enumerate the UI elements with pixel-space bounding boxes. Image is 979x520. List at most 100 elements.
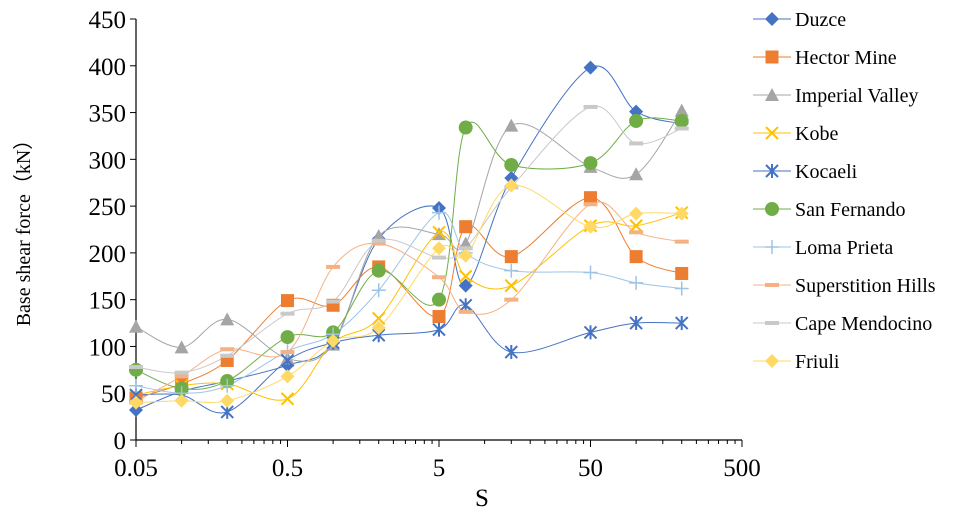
legend-label: Cape Mendocino: [795, 313, 932, 335]
legend-marker: [765, 202, 779, 216]
data-point: [504, 297, 519, 302]
series-line: [135, 105, 682, 374]
y-tick-label: 150: [89, 288, 127, 315]
data-point: [280, 392, 295, 406]
data-point: [220, 312, 235, 326]
data-point: [371, 283, 386, 298]
legend-item: Hector Mine: [753, 47, 897, 69]
data-point: [629, 250, 643, 264]
data-point: [220, 347, 235, 352]
axes: 0 50 100 150 200 250 300 350 400 450 0.05 0.5 5 50 500: [89, 7, 761, 482]
data-point: [583, 156, 598, 171]
data-point: [129, 403, 143, 418]
data-point: [504, 278, 518, 293]
series-line: [135, 212, 682, 401]
legend-item: Cape Mendocino: [753, 313, 932, 335]
legend-label: Imperial Valley: [795, 85, 918, 107]
data-point: [432, 205, 446, 220]
data-point: [583, 325, 598, 340]
legend-marker: [765, 164, 779, 178]
y-tick-label: 350: [89, 101, 127, 128]
x-axis-title: S: [475, 485, 489, 512]
data-point: [174, 393, 189, 408]
data-point: [371, 320, 386, 335]
y-tick-label: 250: [89, 194, 127, 221]
series-markers: [129, 60, 689, 419]
data-point: [583, 265, 598, 280]
data-point: [583, 104, 598, 109]
legend-marker: [765, 321, 779, 325]
data-point: [220, 378, 235, 393]
data-point: [458, 309, 473, 314]
data-point: [629, 275, 644, 290]
legend-label: Duzce: [795, 9, 846, 31]
legend-item: Kocaeli: [753, 161, 858, 183]
x-tick-label: 50: [578, 455, 603, 482]
data-point: [458, 269, 473, 283]
data-point: [280, 330, 295, 345]
data-point: [458, 248, 473, 263]
data-point: [371, 241, 386, 246]
data-point: [583, 60, 598, 75]
legend-label: Superstition Hills: [795, 275, 936, 297]
data-point: [432, 241, 446, 256]
legend-label: Kobe: [795, 123, 838, 145]
data-point: [674, 113, 689, 128]
data-point: [504, 157, 519, 172]
data-point: [629, 167, 644, 181]
legend-item: Superstition Hills: [753, 275, 936, 297]
data-point: [674, 239, 689, 244]
data-point: [371, 263, 386, 278]
legend-label: Loma Prieta: [795, 237, 893, 259]
data-point: [629, 141, 644, 146]
data-point: [674, 103, 689, 117]
data-point: [129, 319, 143, 333]
data-point: [280, 350, 295, 355]
legend-label: Kocaeli: [795, 161, 858, 183]
data-point: [174, 374, 189, 379]
data-point: [432, 292, 446, 307]
data-point: [504, 250, 518, 264]
series-lines: [135, 65, 683, 414]
series-line: [135, 110, 683, 362]
x-tick-label: 0.5: [272, 455, 303, 482]
data-point: [432, 225, 446, 240]
data-point: [129, 378, 143, 393]
data-point: [583, 219, 598, 234]
y-tick-label: 200: [89, 241, 127, 268]
data-point: [432, 310, 446, 324]
data-point: [129, 362, 143, 377]
legend-marker: [765, 283, 779, 287]
data-point: [371, 238, 386, 243]
series-line: [135, 211, 682, 394]
legend-item: Imperial Valley: [753, 85, 918, 107]
y-tick-label: 0: [114, 428, 127, 455]
data-point: [629, 219, 643, 233]
y-tick-label: 450: [89, 7, 127, 34]
legend-marker: [765, 50, 779, 64]
data-point: [432, 322, 446, 337]
legend-item: San Fernando: [753, 199, 906, 221]
data-point: [674, 281, 689, 296]
legend-item: Kobe: [753, 123, 838, 145]
data-point: [458, 120, 473, 135]
data-point: [432, 255, 446, 260]
series-line: [135, 201, 682, 403]
series-line: [135, 117, 682, 390]
data-point: [220, 393, 235, 408]
data-point: [629, 113, 644, 128]
data-point: [220, 353, 235, 358]
x-tick-label: 5: [433, 455, 446, 482]
data-point: [675, 316, 689, 331]
data-point: [629, 316, 643, 331]
y-tick-label: 100: [89, 334, 127, 361]
legend-label: Friuli: [795, 351, 840, 373]
data-point: [504, 118, 519, 132]
legend-item: Friuli: [753, 351, 840, 373]
data-point: [372, 311, 386, 326]
legend-marker: [765, 12, 779, 26]
y-tick-label: 50: [101, 381, 126, 408]
legend-label: Hector Mine: [795, 47, 897, 69]
data-point: [458, 246, 473, 251]
